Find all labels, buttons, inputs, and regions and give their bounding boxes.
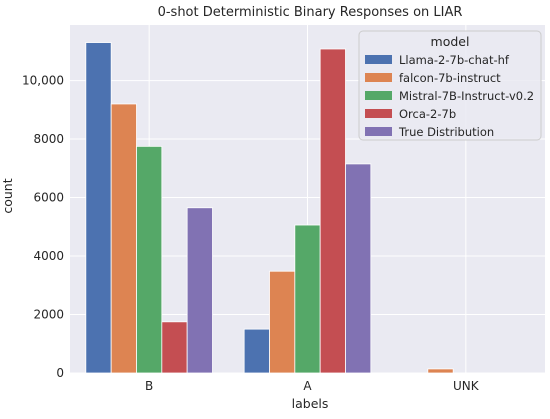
x-tick-label: UNK bbox=[453, 379, 480, 393]
bar bbox=[269, 270, 296, 374]
y-tick-label: 2000 bbox=[33, 308, 64, 322]
legend-label: falcon-7b-instruct bbox=[399, 71, 501, 85]
legend-label: Orca-2-7b bbox=[399, 107, 456, 121]
bar bbox=[85, 42, 112, 374]
y-tick-label: 0 bbox=[56, 366, 64, 380]
bar bbox=[186, 207, 213, 374]
y-tick-label: 6000 bbox=[33, 191, 64, 205]
y-axis-label: count bbox=[0, 178, 15, 213]
bar bbox=[243, 328, 270, 374]
x-tick-labels: B A UNK bbox=[145, 379, 480, 393]
legend: model Llama-2-7b-chat-hf falcon-7b-instruc… bbox=[358, 30, 542, 141]
legend-title: model bbox=[431, 34, 470, 49]
x-tick-label: B bbox=[145, 379, 153, 393]
x-tick-label: A bbox=[303, 379, 312, 393]
legend-swatch bbox=[365, 109, 392, 118]
bar bbox=[319, 48, 346, 374]
bar bbox=[110, 103, 137, 374]
legend-swatch bbox=[365, 91, 392, 100]
bar bbox=[136, 145, 163, 374]
y-tick-label: 10,000 bbox=[22, 74, 64, 88]
y-tick-label: 8000 bbox=[33, 132, 64, 146]
y-tick-labels: 0 2000 4000 6000 8000 10,000 bbox=[22, 74, 64, 380]
bars bbox=[85, 42, 454, 374]
legend-frame bbox=[358, 30, 542, 141]
legend-label: True Distribution bbox=[398, 125, 494, 139]
legend-label: Llama-2-7b-chat-hf bbox=[399, 53, 510, 67]
legend-swatch bbox=[365, 55, 392, 64]
bar bbox=[161, 321, 188, 374]
legend-swatch bbox=[365, 127, 392, 136]
bar bbox=[345, 163, 372, 374]
legend-label: Mistral-7B-Instruct-v0.2 bbox=[399, 89, 534, 103]
bar bbox=[294, 224, 321, 374]
legend-swatch bbox=[365, 73, 392, 82]
bar bbox=[427, 368, 454, 374]
x-axis-label: labels bbox=[292, 396, 329, 411]
y-tick-label: 4000 bbox=[33, 249, 64, 263]
chart-title: 0-shot Deterministic Binary Responses on… bbox=[158, 5, 463, 20]
